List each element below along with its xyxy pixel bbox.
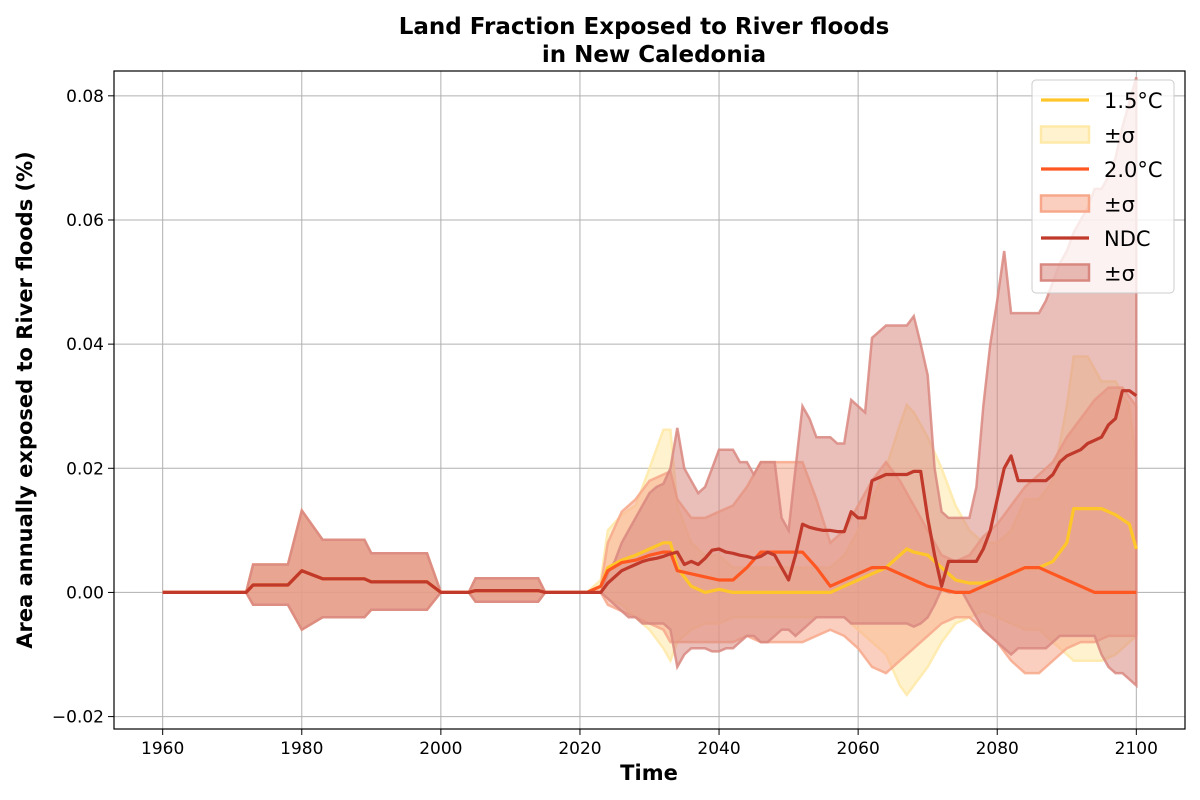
y-tick-label: −0.02	[52, 708, 104, 728]
x-tick-label: 1960	[141, 739, 184, 759]
plot-frame	[113, 70, 1186, 730]
sigma-bands	[162, 76, 1138, 698]
x-tick-label: 1980	[280, 739, 323, 759]
y-tick-label: 0.02	[66, 459, 104, 479]
x-tick-label: 2060	[837, 739, 880, 759]
legend-band-label: ±σ	[1104, 124, 1135, 148]
y-axis-label: Area annually exposed to River floods (%…	[13, 151, 37, 649]
legend-band-label: ±σ	[1104, 193, 1135, 217]
legend-band-swatch	[1039, 125, 1091, 144]
legend-band-swatch	[1039, 194, 1091, 213]
x-axis-label: Time	[620, 761, 678, 785]
sigma-band-2	[162, 76, 1138, 689]
x-tick-label: 2020	[558, 739, 601, 759]
y-tick-label: 0.08	[66, 87, 104, 107]
x-tick-label: 2040	[697, 739, 740, 759]
y-axis-ticks: −0.02 0.00 0.02 0.04 0.06 0.08	[52, 87, 114, 728]
chart-title-line1: Land Fraction Exposed to River floods	[399, 14, 890, 40]
legend-series-label: 1.5°C	[1104, 89, 1163, 113]
x-axis-ticks: 1960 1980 2000 2020 2040 2060 2080 2100	[141, 729, 1158, 759]
x-tick-label: 2080	[976, 739, 1019, 759]
x-tick-label: 2000	[419, 739, 462, 759]
y-tick-label: 0.00	[66, 583, 104, 603]
series-line-2	[162, 389, 1138, 595]
legend-band-label: ±σ	[1104, 262, 1135, 286]
legend-series-label: NDC	[1104, 227, 1151, 251]
y-tick-label: 0.04	[66, 335, 104, 355]
series-lines	[162, 389, 1138, 595]
legend-series-label: 2.0°C	[1104, 158, 1163, 182]
legend-band-swatch	[1039, 263, 1091, 282]
y-tick-label: 0.06	[66, 211, 104, 231]
legend: 1.5°C ±σ 2.0°C ±σ NDC ±σ	[1031, 79, 1175, 294]
x-tick-label: 2100	[1115, 739, 1158, 759]
chart-title-line2: in New Caledonia	[542, 42, 766, 68]
